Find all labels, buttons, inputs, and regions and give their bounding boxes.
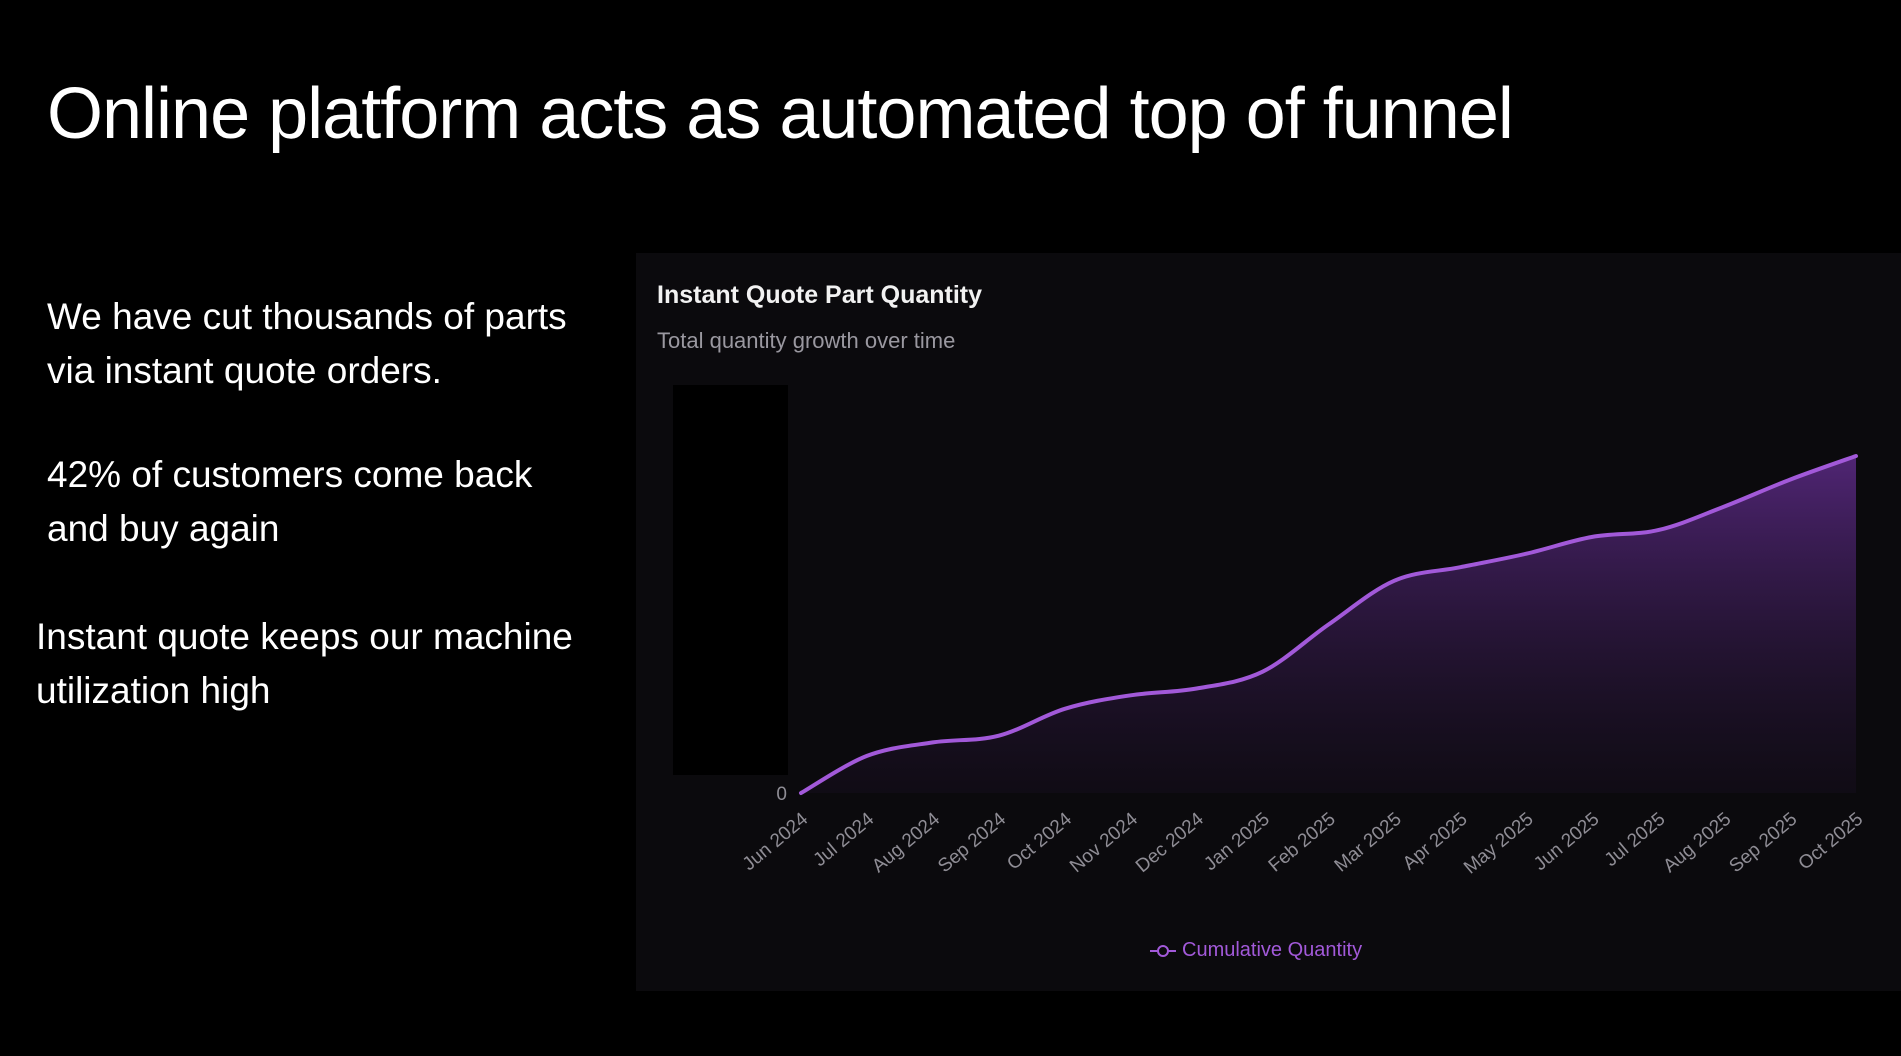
bullet-returning-customers-text: 42% of customers come back and buy again xyxy=(47,454,533,549)
x-tick-label-0: Jun 2024 xyxy=(739,808,813,875)
chart-legend: Cumulative Quantity xyxy=(1150,939,1362,962)
data-point-15[interactable] xyxy=(1787,477,1793,483)
data-point-2[interactable] xyxy=(930,739,936,745)
x-tick-label-7: Jan 2025 xyxy=(1200,809,1273,875)
data-point-5[interactable] xyxy=(1128,692,1134,698)
data-point-12[interactable] xyxy=(1589,534,1595,540)
data-point-9[interactable] xyxy=(1391,578,1397,584)
data-point-4[interactable] xyxy=(1062,706,1068,712)
x-tick-label-15: Sep 2025 xyxy=(1725,809,1801,877)
y-tick-label-0: 0 xyxy=(776,784,787,805)
data-point-11[interactable] xyxy=(1523,551,1529,557)
data-point-16[interactable] xyxy=(1853,453,1859,459)
bullet-returning-customers: 42% of customers come back and buy again xyxy=(47,448,532,556)
data-point-6[interactable] xyxy=(1194,686,1200,692)
x-tick-label-16: Oct 2025 xyxy=(1795,809,1868,875)
x-tick-label-5: Nov 2024 xyxy=(1066,808,1142,877)
x-tick-label-8: Feb 2025 xyxy=(1265,809,1340,877)
x-tick-label-9: Mar 2025 xyxy=(1331,809,1406,877)
data-point-13[interactable] xyxy=(1655,527,1661,533)
data-point-0[interactable] xyxy=(798,790,804,796)
bullet-parts-cut: We have cut thousands of parts via instan… xyxy=(47,290,567,398)
bullet-parts-cut-text: We have cut thousands of parts via instan… xyxy=(47,296,567,391)
slide-title: Online platform acts as automated top of… xyxy=(47,74,1514,154)
x-tick-label-14: Aug 2025 xyxy=(1660,809,1736,877)
data-point-3[interactable] xyxy=(996,733,1002,739)
series-line-cumulative-quantity xyxy=(799,454,1858,795)
redacted-axis-box xyxy=(673,385,788,775)
data-point-14[interactable] xyxy=(1721,504,1727,510)
bullet-machine-utilization-text: Instant quote keeps our machine utilizati… xyxy=(36,616,573,711)
chart-title: Instant Quote Part Quantity xyxy=(657,281,983,309)
legend-label: Cumulative Quantity xyxy=(1182,939,1363,961)
data-point-7[interactable] xyxy=(1260,669,1266,675)
data-point-8[interactable] xyxy=(1326,622,1332,628)
x-tick-label-2: Aug 2024 xyxy=(868,808,944,877)
x-tick-label-12: Jun 2025 xyxy=(1530,809,1603,875)
bullet-machine-utilization: Instant quote keeps our machine utilizati… xyxy=(36,610,573,718)
data-point-10[interactable] xyxy=(1457,564,1463,570)
x-tick-label-3: Sep 2024 xyxy=(934,808,1010,877)
x-tick-label-4: Oct 2024 xyxy=(1003,808,1076,874)
x-tick-label-11: May 2025 xyxy=(1460,809,1537,879)
x-tick-label-6: Dec 2024 xyxy=(1132,808,1208,877)
data-point-1[interactable] xyxy=(864,753,870,759)
legend-marker-icon xyxy=(1150,944,1176,958)
chart-subtitle: Total quantity growth over time xyxy=(657,328,956,353)
chart-panel: Instant Quote Part Quantity Total quanti… xyxy=(636,253,1901,991)
